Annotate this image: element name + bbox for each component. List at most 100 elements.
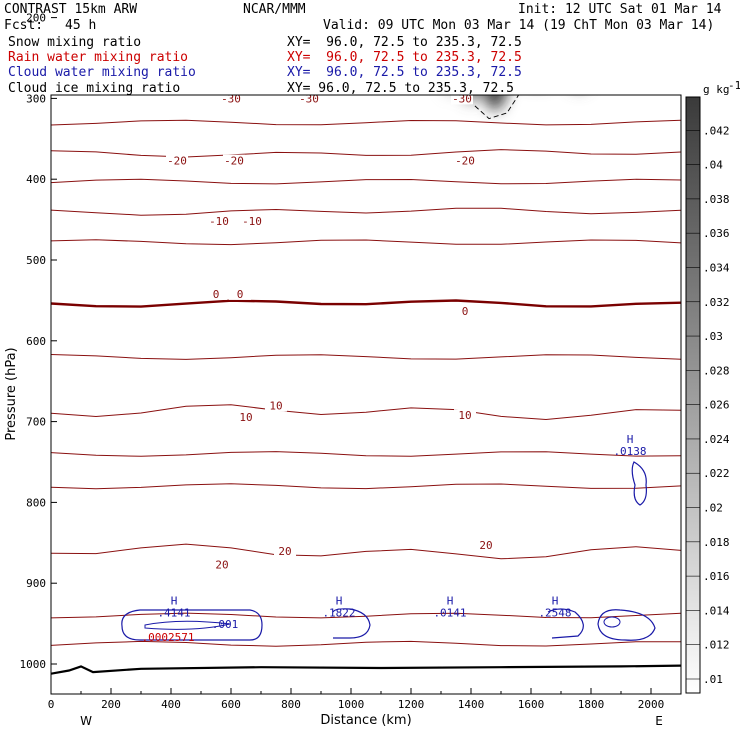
cloud-ice-shading-7 [663, 0, 681, 74]
isotherm-label-bg [451, 95, 473, 105]
colorbar-tick-label: .026 [703, 399, 730, 412]
legend-rain-name: Rain water mixing ratio [8, 50, 189, 65]
isotherm-label: -30 [299, 92, 319, 105]
init-time: Init: 12 UTC Sat 01 Mar 14 [518, 2, 722, 17]
isotherm-label-bg [298, 95, 320, 105]
x-axis-left-end: W [80, 714, 92, 728]
isotherm-label-bg [265, 399, 287, 412]
isotherm-label-bg [205, 287, 227, 300]
legend-cloudice-name: Cloud ice mixing ratio [8, 81, 180, 96]
isotherm-label-bg [475, 539, 497, 552]
isotherm-line-4 [51, 3, 681, 8]
colorbar-tick-label: .032 [703, 296, 730, 309]
cloud-ice-shading-6 [632, 0, 647, 74]
model-title: CONTRAST 15km ARW [4, 2, 138, 17]
isotherm-label: 0 [213, 288, 220, 301]
isotherm-label-bg [208, 215, 230, 228]
extremum-mark: H [336, 595, 343, 608]
plot-frame [50, 94, 682, 695]
isotherm-0 [51, 299, 681, 308]
x-axis-right-end: E [655, 714, 663, 728]
x-axis-label: Distance (km) [320, 713, 411, 728]
y-tick-label: 600 [26, 335, 46, 348]
isotherm-label: -40 [221, 62, 241, 75]
y-tick-label: 300 [26, 92, 46, 105]
isotherm-label-bg [475, 62, 497, 74]
y-tick-label: 900 [26, 577, 46, 590]
isotherm-label: 0 [237, 288, 244, 301]
colorbar-tick-label: .022 [703, 467, 730, 480]
isotherm-label: -10 [209, 215, 229, 228]
isotherm-label: -20 [455, 155, 475, 168]
colorbar-tick-label: .024 [703, 433, 730, 446]
isotherm-label: 10 [458, 409, 471, 422]
isotherm-line-6 [51, 46, 681, 51]
isotherm-label: -40 [476, 62, 496, 75]
isotherm-label: -50 [251, 17, 271, 30]
isotherm-20 [51, 543, 681, 560]
isotherm-label-bg [415, 0, 437, 1]
isotherm-label: 20 [278, 545, 291, 558]
valid-time: Valid: 09 UTC Mon 03 Mar 14 (19 ChT Mon … [323, 18, 715, 33]
isotherm-label: -10 [242, 215, 262, 228]
legend-cloudwater-name: Cloud water mixing ratio [8, 65, 196, 80]
colorbar-tick-label: .03 [703, 330, 723, 343]
isotherm-label-bg [451, 0, 473, 1]
colorbar-tick-label: .01 [703, 673, 723, 686]
colorbar-tick-label: .016 [703, 570, 730, 583]
extremum-mark: H [447, 595, 454, 608]
cloud-ice-shading-0 [483, 95, 507, 111]
cloud-ice-shading-5 [588, 0, 612, 54]
isotherm-label: -30 [452, 92, 472, 105]
y-tick-label: 500 [26, 254, 46, 267]
isotherm-label: -60 [416, 0, 436, 2]
legend-cloudice-xy: XY= 96.0, 72.5 to 235.3, 72.5 [287, 81, 514, 96]
isotherm-label: -30 [221, 92, 241, 105]
isotherm-label-bg [274, 544, 296, 557]
x-tick-label: 800 [281, 698, 301, 711]
legend-cloudwater-xy: XY= 96.0, 72.5 to 235.3, 72.5 [287, 65, 522, 80]
colorbar-tick-label: .034 [703, 261, 730, 274]
isotherm-line-12 [51, 451, 681, 457]
isotherm-label-bg [211, 558, 233, 571]
x-tick-label: 400 [161, 698, 181, 711]
x-tick-label: 1400 [458, 698, 485, 711]
isotherm-line-9 [51, 178, 681, 185]
y-axis-label: Pressure (hPa) [4, 347, 19, 440]
y-tick-label: 400 [26, 173, 46, 186]
isotherm-label: -40 [275, 62, 295, 75]
extremum-value: .1822 [322, 607, 355, 620]
isotherm-line-8 [51, 119, 681, 126]
cloud-water-contour-small [603, 616, 621, 628]
extremum-mark: H [627, 433, 634, 446]
isotherm-label: -50 [125, 17, 145, 30]
cloud-ice-shading-4 [483, 0, 531, 58]
colorbar-tick-label: .04 [703, 159, 723, 172]
colorbar-gradient [685, 96, 701, 694]
isotherm-label-bg [454, 304, 476, 317]
y-tick-label: 700 [26, 416, 46, 429]
isotherm-label-bg [220, 95, 242, 105]
isotherm-line-5 [51, 33, 681, 38]
isotherm-10 [51, 404, 681, 421]
org-label: NCAR/MMM [243, 2, 306, 17]
isotherm-line-15 [51, 640, 681, 647]
extremum-value: .2548 [538, 607, 571, 620]
colorbar-tick-label: .042 [703, 124, 730, 137]
cloud-water-contour-3 [597, 609, 656, 641]
x-tick-label: 1200 [398, 698, 425, 711]
isotherm-label-bg [250, 17, 272, 29]
colorbar-tick-label: .012 [703, 639, 730, 652]
colorbar-unit: g kg [703, 83, 730, 96]
isotherm-line-11 [51, 354, 681, 360]
isotherm-label-bg [454, 154, 476, 167]
isotherm--50 [51, 11, 681, 20]
isotherm-label: -20 [224, 155, 244, 168]
isotherm-label-bg [220, 62, 242, 74]
isotherm-label: -50 [476, 17, 496, 30]
fcst-value: 45 h [65, 18, 97, 33]
colorbar-tick-label: .018 [703, 536, 730, 549]
cloud-water-contour-2 [547, 608, 584, 639]
x-tick-label: 2000 [638, 698, 665, 711]
isotherm-label-bg [241, 215, 263, 228]
